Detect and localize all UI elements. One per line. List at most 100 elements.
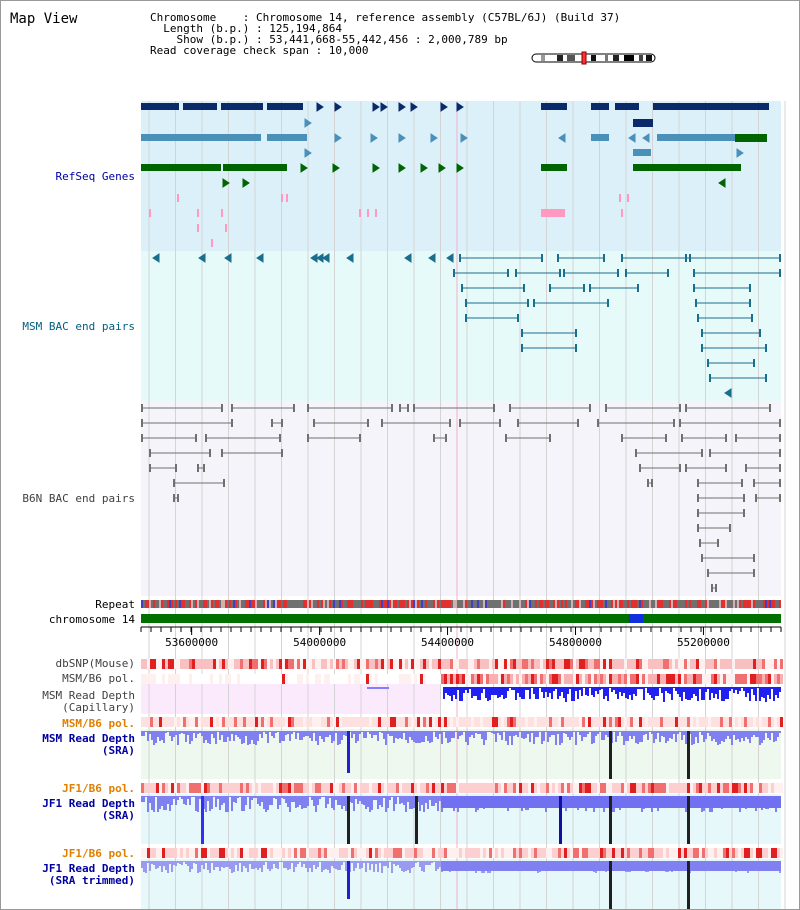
heat-bin <box>744 848 747 858</box>
depth-bin <box>167 731 169 732</box>
msm-bac-pair-end <box>563 269 565 277</box>
jf1-pol-label-1[interactable]: JF1/B6 pol. <box>62 782 135 795</box>
depth-bin <box>655 687 657 696</box>
depth-bin <box>169 731 171 736</box>
heat-bin <box>693 717 696 727</box>
heat-bin <box>591 659 594 669</box>
depth-bin <box>205 731 207 740</box>
repeat-bin <box>653 600 655 608</box>
dbsnp-label[interactable]: dbSNP(Mouse) <box>55 657 135 670</box>
heat-bin <box>462 674 465 684</box>
depth-bin <box>285 731 287 735</box>
depth-bin <box>323 731 325 742</box>
gene-feature <box>183 103 217 110</box>
repeat-bin <box>665 600 667 608</box>
ideogram-band <box>624 55 634 61</box>
heat-bin <box>639 848 642 858</box>
msm-pol-label[interactable]: MSM/B6 pol. <box>62 672 135 685</box>
jf1-pol-label-2[interactable]: JF1/B6 pol. <box>62 847 135 860</box>
b6n-bac-label[interactable]: B6N BAC end pairs <box>22 492 135 505</box>
depth-bin <box>233 731 235 741</box>
depth-bin <box>383 861 385 866</box>
depth-bin <box>239 861 241 863</box>
msm-pol-sra-label[interactable]: MSM/B6 pol. <box>62 717 135 730</box>
depth-bin <box>483 731 485 745</box>
depth-spike <box>559 796 562 844</box>
depth-bin <box>401 796 403 803</box>
heat-bin <box>507 674 510 684</box>
depth-bin <box>211 796 213 809</box>
depth-bin <box>615 731 617 742</box>
depth-bin <box>559 687 561 696</box>
msm-depth-sra-label[interactable]: MSM Read Depth <box>42 732 135 745</box>
depth-bin <box>459 687 461 701</box>
heat-bin <box>690 674 693 684</box>
page-title: Map View <box>10 11 78 27</box>
refseq-genes-label[interactable]: RefSeq Genes <box>55 170 135 183</box>
depth-bin <box>155 796 157 797</box>
depth-bin <box>485 731 487 740</box>
heat-bin <box>156 717 159 727</box>
depth-bin <box>209 731 211 744</box>
heat-bin <box>222 783 225 793</box>
repeat-bin <box>451 600 453 608</box>
heat-bin <box>177 783 180 793</box>
b6n-bac-pair-end <box>307 434 309 442</box>
depth-bin <box>141 731 143 736</box>
heat-bin <box>474 674 477 684</box>
depth-bin <box>355 731 357 743</box>
heat-bin <box>363 717 366 727</box>
repeat-bin <box>163 600 165 608</box>
depth-bin <box>655 731 657 739</box>
heat-bin <box>156 674 159 684</box>
depth-spike <box>347 861 350 899</box>
depth-bin <box>309 861 311 868</box>
heat-bin <box>720 659 723 669</box>
msm-bac-label[interactable]: MSM BAC end pairs <box>22 320 135 333</box>
depth-bin <box>391 796 393 797</box>
repeat-bin <box>415 600 417 608</box>
heat-bin <box>372 674 375 684</box>
jf1-depth-label-2[interactable]: JF1 Read Depth <box>42 862 135 875</box>
depth-bin <box>615 687 617 694</box>
depth-bin <box>195 731 197 738</box>
heat-bin <box>309 674 312 684</box>
heat-bin <box>540 659 543 669</box>
jf1-depth-label-1[interactable]: JF1 Read Depth <box>42 797 135 810</box>
depth-bin <box>355 861 357 868</box>
heat-bin <box>528 783 531 793</box>
depth-bin <box>669 731 671 738</box>
heat-bin <box>501 674 504 684</box>
depth-bin <box>481 687 483 693</box>
heat-bin <box>633 717 636 727</box>
depth-bin <box>353 796 355 811</box>
gene-exon <box>619 194 621 202</box>
depth-bin <box>613 731 615 732</box>
heat-bin <box>639 783 642 793</box>
msm-bac-pair-end <box>693 284 695 292</box>
gene-feature <box>657 134 737 141</box>
repeat-bin <box>755 600 757 608</box>
depth-bin <box>235 731 237 735</box>
heat-bin <box>537 717 540 727</box>
heat-bin <box>285 848 288 858</box>
heat-bin <box>180 783 183 793</box>
depth-bin <box>245 731 247 736</box>
depth-bin <box>767 731 769 738</box>
refseq-track-bg <box>141 101 781 251</box>
repeat-bin <box>667 600 669 608</box>
heat-bin <box>600 848 603 858</box>
heat-bin <box>450 783 453 793</box>
depth-bin <box>313 861 315 865</box>
heat-bin <box>315 848 318 858</box>
heat-bin <box>657 717 660 727</box>
heat-bin <box>774 659 777 669</box>
depth-bin <box>639 731 641 742</box>
depth-bin <box>771 731 773 733</box>
depth-bin <box>503 687 505 699</box>
msm-depth-capillary-label[interactable]: MSM Read Depth <box>42 689 135 702</box>
heat-bin <box>327 659 330 669</box>
depth-bin <box>689 687 691 700</box>
depth-bin <box>469 731 471 737</box>
depth-bin <box>431 861 433 863</box>
